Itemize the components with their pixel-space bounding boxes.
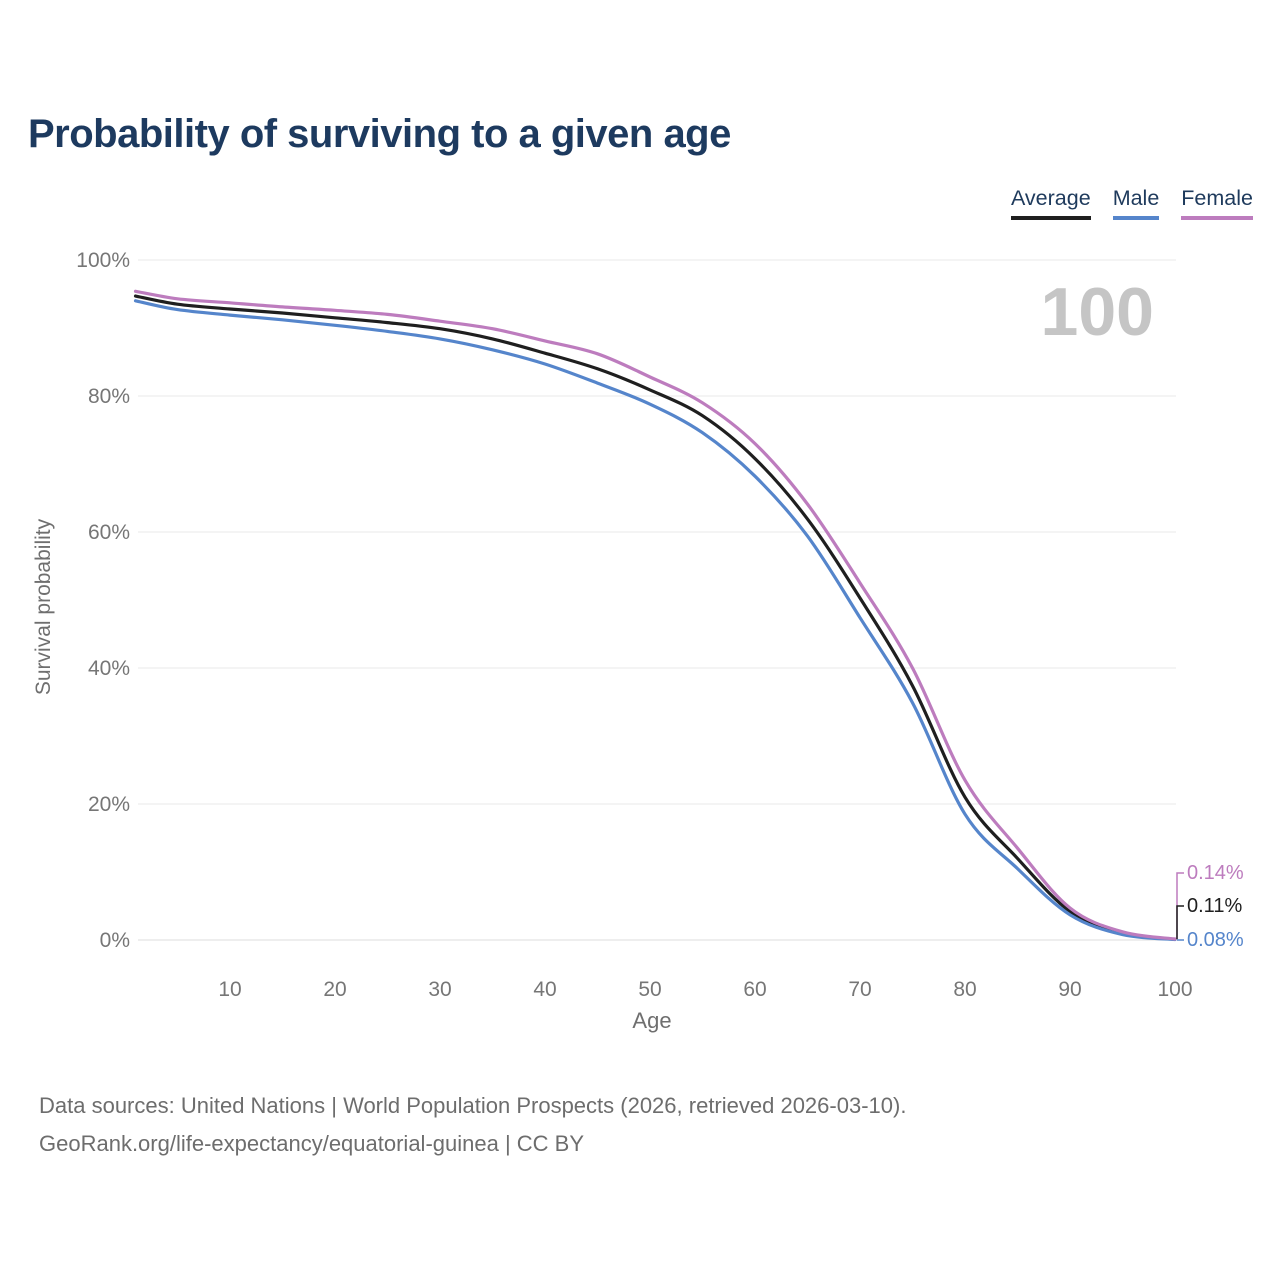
x-tick-label: 20 xyxy=(323,978,346,1001)
data-sources-line1: Data sources: United Nations | World Pop… xyxy=(39,1093,907,1118)
x-tick-label: 50 xyxy=(638,978,661,1001)
x-tick-label: 100 xyxy=(1157,978,1192,1001)
axis-tick-labels: 0% 20% 40% 60% 80% 100% 10 20 30 40 50 60 70 80 90 100 xyxy=(76,249,1192,1001)
y-tick-label: 0% xyxy=(100,929,130,952)
y-tick-label: 60% xyxy=(88,521,130,544)
y-tick-label: 20% xyxy=(88,793,130,816)
age-frame-watermark: 100 xyxy=(1040,274,1154,350)
x-tick-label: 80 xyxy=(953,978,976,1001)
legend: Average Male Female xyxy=(1010,186,1253,220)
connector-average xyxy=(1176,905,1184,940)
curve-female xyxy=(133,289,1177,941)
x-tick-label: 60 xyxy=(743,978,766,1001)
y-tick-label: 100% xyxy=(76,249,130,272)
end-label-connectors xyxy=(1176,872,1184,941)
x-tick-label: 40 xyxy=(533,978,556,1001)
x-axis-title: Age xyxy=(632,1008,672,1033)
end-label-female: 0.14% xyxy=(1187,862,1244,884)
data-sources: Data sources: United Nations | World Pop… xyxy=(39,1087,906,1163)
x-tick-label: 10 xyxy=(218,978,241,1001)
legend-label-male: Male xyxy=(1112,186,1160,210)
curve-average xyxy=(133,294,1177,941)
y-tick-label: 80% xyxy=(88,385,130,408)
legend-item-average[interactable]: Average xyxy=(1010,186,1091,220)
legend-label-average: Average xyxy=(1010,186,1091,210)
survival-curves xyxy=(133,289,1177,942)
legend-label-female: Female xyxy=(1181,186,1253,210)
legend-item-male[interactable]: Male xyxy=(1112,186,1160,220)
y-tick-label: 40% xyxy=(88,657,130,680)
curve-male xyxy=(133,299,1177,942)
end-label-average: 0.11% xyxy=(1187,895,1243,917)
page-title: Probability of surviving to a given age xyxy=(28,112,731,156)
x-tick-label: 70 xyxy=(848,978,871,1001)
x-tick-label: 30 xyxy=(428,978,451,1001)
data-sources-line2: GeoRank.org/life-expectancy/equatorial-g… xyxy=(39,1131,585,1156)
x-tick-label: 90 xyxy=(1058,978,1081,1001)
y-axis-title: Survival probability xyxy=(32,518,55,696)
gridlines xyxy=(138,259,1176,941)
end-label-male: 0.08% xyxy=(1187,929,1244,951)
legend-item-female[interactable]: Female xyxy=(1181,186,1253,220)
